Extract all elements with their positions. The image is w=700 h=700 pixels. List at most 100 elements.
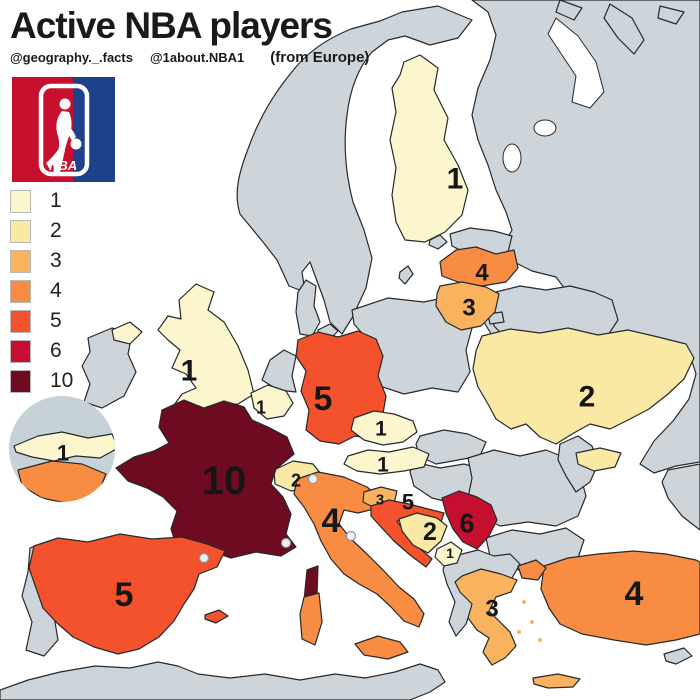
country-lithuania: [435, 281, 500, 331]
country-serbia: [441, 490, 498, 550]
map-label-croatia: 5: [402, 490, 414, 515]
lake-ladoga: [502, 143, 522, 173]
country-austria: [343, 446, 430, 475]
map-label-greece: 3: [485, 595, 498, 622]
legend-swatch: [10, 339, 31, 363]
credit-nba-handle: @1about.NBA1: [149, 49, 245, 65]
legend-row: 1: [10, 186, 73, 216]
region-thrace: [517, 559, 547, 581]
map-label-latvia: 4: [475, 259, 489, 286]
map-label-austria: 1: [377, 453, 389, 476]
country-uk: [157, 283, 255, 415]
legend-row: 10: [10, 366, 73, 396]
legend: 1 2 3 4 5 6 10: [10, 186, 73, 396]
map-label-georgia-inset: 1: [57, 441, 69, 466]
island-sardinia: [299, 592, 323, 646]
map-label-switzerland: 2: [291, 470, 301, 490]
country-montenegro: [434, 541, 463, 567]
region-crimea: [575, 447, 622, 472]
arctic-islands-2: [603, 3, 645, 55]
island-sicily: [354, 635, 409, 660]
white-sea: [547, 17, 605, 109]
microstate-dot: [280, 537, 292, 549]
water-features: [502, 17, 605, 173]
country-latvia: [439, 246, 519, 287]
legend-swatch: [10, 309, 31, 333]
map-label-montenegro: 1: [446, 545, 454, 561]
country-finland: [389, 54, 469, 243]
aegean-islet: [538, 638, 542, 642]
map-label-turkey: 4: [625, 575, 644, 613]
aegean-islet: [530, 620, 534, 624]
map-label-spain: 5: [115, 576, 134, 614]
nba-logo-text: NBA: [49, 158, 77, 173]
microstate-dots: [198, 473, 357, 564]
legend-row: 4: [10, 276, 73, 306]
region-northern-ireland: [111, 321, 143, 345]
island-gotland: [398, 265, 414, 285]
microstate-dot: [307, 473, 319, 485]
map-label-bosnia: 2: [423, 518, 437, 546]
credits-row: @geography._.facts @1about.NBA1 (from Eu…: [10, 49, 369, 66]
islands-balearic: [204, 609, 229, 624]
arctic-islands-3: [657, 5, 685, 25]
legend-value: 3: [50, 249, 62, 272]
microstate-dot: [345, 530, 357, 542]
nba-logo-graphic: NBA: [12, 77, 115, 182]
legend-swatch: [10, 279, 31, 303]
legend-row: 5: [10, 306, 73, 336]
legend-row: 2: [10, 216, 73, 246]
map-label-uk: 1: [181, 355, 198, 388]
nba-player-silhouette: [46, 98, 82, 173]
country-bosnia: [398, 512, 448, 554]
legend-value: 5: [50, 309, 62, 332]
map-label-germany: 5: [314, 380, 333, 418]
lake-onega: [533, 119, 557, 137]
legend-value: 1: [50, 189, 62, 212]
legend-swatch: [10, 219, 31, 243]
aegean-islet: [517, 630, 521, 634]
map-label-lithuania: 3: [462, 294, 475, 321]
credit-geography-handle: @geography._.facts: [10, 49, 133, 65]
country-france: [115, 399, 297, 559]
legend-swatch: [10, 369, 31, 393]
inset-georgia: [9, 396, 115, 502]
map-label-belgium: 1: [256, 397, 266, 417]
legend-swatch: [10, 249, 31, 273]
country-belgium: [250, 384, 294, 420]
nba-logo: NBA: [12, 77, 115, 182]
arctic-islands: [555, 0, 583, 21]
country-greece: [454, 568, 518, 666]
legend-value: 4: [50, 279, 62, 302]
nba-logo-frame: [38, 83, 90, 177]
map-label-slovenia: 3: [376, 491, 384, 508]
country-ukraine: [472, 327, 695, 445]
map-label-finland: 1: [447, 163, 464, 196]
header: Active NBA players @geography._.facts @1…: [10, 5, 369, 66]
legend-value: 2: [50, 219, 62, 242]
microstate-dot: [198, 552, 210, 564]
legend-row: 6: [10, 336, 73, 366]
map-label-ukraine: 2: [579, 381, 596, 414]
region-caucasus: [661, 463, 700, 531]
country-czechia: [350, 410, 418, 446]
country-cyprus: [663, 647, 693, 665]
island-crete: [532, 673, 581, 689]
map-label-serbia: 6: [459, 508, 474, 538]
map-label-czechia: 1: [375, 417, 387, 440]
subtitle-from-europe: (from Europe): [270, 48, 370, 66]
map-label-france: 10: [202, 459, 247, 503]
country-turkey: [540, 550, 700, 646]
legend-swatch: [10, 189, 31, 213]
country-spain: [28, 533, 226, 655]
legend-row: 3: [10, 246, 73, 276]
map-label-italy: 4: [322, 502, 341, 540]
region-north-africa: [0, 661, 446, 700]
legend-value: 10: [50, 369, 74, 392]
legend-value: 6: [50, 339, 62, 362]
aegean-islet: [522, 600, 526, 604]
country-denmark: [295, 279, 321, 337]
page-title: Active NBA players: [10, 5, 333, 46]
